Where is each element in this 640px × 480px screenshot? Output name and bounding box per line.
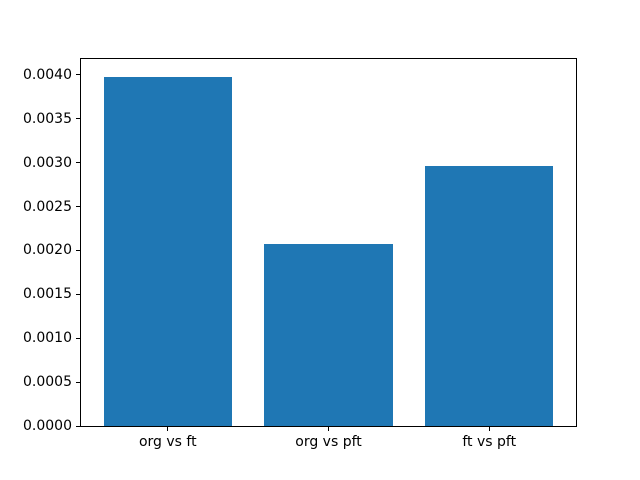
y-axis-tick-mark <box>76 337 80 339</box>
y-axis-tick-mark <box>76 381 80 383</box>
bar-org-vs-pft <box>264 244 393 426</box>
x-axis-tick-mark <box>167 427 169 431</box>
x-axis-tick-mark <box>328 427 329 431</box>
y-axis-tick-label: 0.0000 <box>23 418 72 434</box>
y-axis-tick-label: 0.0005 <box>23 374 72 391</box>
y-axis-tick-mark <box>76 118 80 120</box>
y-axis-tick-mark <box>76 162 80 164</box>
bar-ft-vs-pft <box>424 166 554 426</box>
y-axis-tick-label: 0.0025 <box>23 198 72 215</box>
x-axis-tick-mark <box>488 427 490 431</box>
plot-area: 0.0000 0.0005 0.0010 0.0015 0.0020 0.0025 0.00… <box>23 58 577 449</box>
y-axis-tick-mark <box>76 293 80 295</box>
y-axis-tick-label: 0.0040 <box>23 66 72 83</box>
y-axis-tick-mark <box>76 74 80 76</box>
x-axis-tick-label: org vs pft <box>295 434 362 450</box>
y-axis-tick-mark <box>76 249 80 251</box>
y-axis-tick-label: 0.0030 <box>23 154 72 171</box>
bar-org-vs-ft <box>103 76 233 426</box>
y-axis-tick-label: 0.0020 <box>23 242 72 259</box>
x-axis-tick-label: org vs ft <box>138 434 197 450</box>
y-axis-tick-mark <box>76 206 80 207</box>
y-axis-tick-mark <box>76 425 80 427</box>
y-axis-tick-label: 0.0010 <box>23 330 72 347</box>
y-axis-tick-label: 0.0035 <box>23 110 72 127</box>
y-axis-tick-label: 0.0015 <box>23 286 72 303</box>
x-axis-tick-label: ft vs pft <box>462 434 517 450</box>
